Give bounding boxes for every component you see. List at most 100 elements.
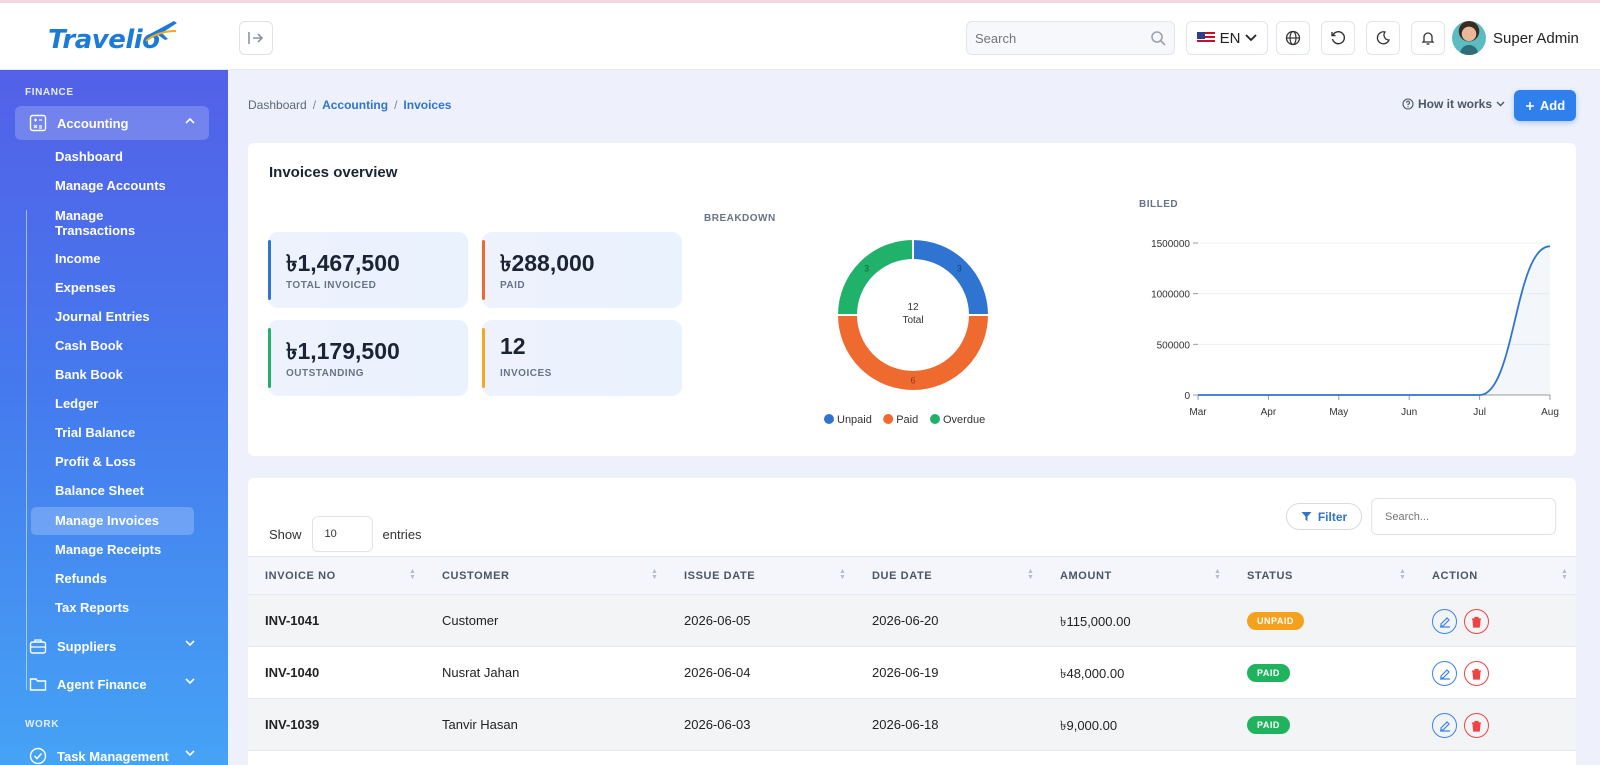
donut-slice-unpaid[interactable] [912, 237, 991, 316]
global-search[interactable] [966, 21, 1175, 55]
billed-label: BILLED [1139, 199, 1179, 210]
table-row: INV-1041 Customer 2026-06-05 2026-06-20 … [248, 595, 1576, 647]
stat-value: 12 [500, 333, 526, 359]
donut-slice-paid[interactable] [835, 314, 991, 392]
add-button[interactable]: Add [1514, 90, 1576, 121]
chevron-down-icon [185, 750, 195, 757]
trash-icon [1472, 668, 1481, 680]
col-status[interactable]: STATUS [1247, 570, 1293, 582]
col-action[interactable]: ACTION [1432, 570, 1478, 582]
table-search-input[interactable] [1371, 498, 1556, 535]
sidebar-sub-refunds[interactable]: Refunds [55, 571, 107, 586]
filter-label: Filter [1317, 509, 1348, 524]
sidebar-sub-label: Manage [55, 208, 104, 223]
sidebar-toggle-button[interactable] [239, 21, 273, 55]
sidebar-item-task-management[interactable]: Task Management [15, 739, 209, 765]
stat-value: ৳288,000 [500, 250, 595, 276]
language-selector[interactable]: EN [1186, 21, 1268, 55]
sort-icon[interactable]: ▲ ▼ [1561, 568, 1568, 581]
breadcrumb-parent[interactable]: Accounting [322, 98, 389, 112]
sidebar-sub-expenses[interactable]: Expenses [55, 280, 116, 295]
sort-icon[interactable]: ▲ ▼ [1027, 568, 1034, 581]
sidebar-sub-trial-balance[interactable]: Trial Balance [55, 425, 136, 440]
status-badge: UNPAID [1247, 612, 1304, 630]
filter-button[interactable]: Filter [1286, 503, 1362, 530]
col-amount[interactable]: AMOUNT [1060, 570, 1112, 582]
globe-icon [1285, 30, 1301, 46]
stat-accent [268, 328, 271, 388]
sort-icon[interactable]: ▲ ▼ [651, 568, 658, 581]
delete-button[interactable] [1464, 609, 1489, 634]
globe-button[interactable] [1276, 21, 1310, 55]
edit-button[interactable] [1432, 609, 1457, 634]
col-due-date[interactable]: DUE DATE [872, 570, 933, 582]
sidebar-item-label: Task Management [57, 748, 169, 764]
sort-icon[interactable]: ▲ ▼ [839, 568, 846, 581]
breadcrumb-root[interactable]: Dashboard [248, 98, 307, 112]
trash-icon [1472, 616, 1481, 628]
notifications-button[interactable] [1411, 21, 1445, 55]
sidebar-sub-bank-book[interactable]: Bank Book [55, 367, 123, 382]
stat-outstanding: ৳1,179,500 OUTSTANDING [268, 320, 468, 396]
sidebar-sub-dashboard[interactable]: Dashboard [55, 149, 123, 164]
col-invoice-no[interactable]: INVOICE NO [265, 570, 336, 582]
cell-amount: ৳9,000.00 [1060, 718, 1118, 733]
sidebar-sub-profit-loss[interactable]: Profit & Loss [55, 454, 136, 469]
sidebar-item-suppliers[interactable]: Suppliers [15, 629, 209, 663]
cell-due-date: 2026-06-19 [872, 665, 939, 680]
sidebar-sub-cash-book[interactable]: Cash Book [55, 338, 123, 353]
stat-label: PAID [500, 280, 526, 291]
plane-icon [145, 21, 177, 42]
legend-item[interactable]: Unpaid [837, 414, 872, 426]
sidebar-sub-balance-sheet[interactable]: Balance Sheet [55, 483, 144, 498]
donut-slice-overdue[interactable] [835, 237, 914, 316]
sidebar-sub-manage-invoices[interactable]: Manage Invoices [31, 507, 194, 535]
sidebar-sub-income[interactable]: Income [55, 251, 101, 266]
sidebar-sub-manage-accounts[interactable]: Manage Accounts [55, 178, 166, 193]
cell-customer: Customer [442, 613, 499, 628]
chevron-down-icon [1245, 34, 1258, 42]
delete-button[interactable] [1464, 661, 1489, 686]
y-tick-label: 0 [1184, 391, 1190, 402]
cell-invoice-no: INV-1039 [265, 717, 320, 732]
entries-control: Show entries [269, 516, 422, 552]
legend-item[interactable]: Paid [896, 414, 918, 426]
avatar [1452, 21, 1486, 55]
sidebar-sub-journal-entries[interactable]: Journal Entries [55, 309, 150, 324]
search-icon [1151, 31, 1166, 46]
col-issue-date[interactable]: ISSUE DATE [684, 570, 756, 582]
chevron-down-icon [1496, 101, 1505, 107]
y-tick-label: 1500000 [1151, 239, 1190, 250]
brand-logo[interactable]: Travelio [48, 17, 178, 59]
user-menu[interactable]: Super Admin [1452, 21, 1579, 55]
chevron-down-icon [185, 678, 195, 685]
entries-per-page-input[interactable] [311, 516, 373, 552]
sidebar-sub-manage-receipts[interactable]: Manage Receipts [55, 542, 162, 557]
stat-paid: ৳288,000 PAID [482, 232, 682, 308]
cell-amount: ৳48,000.00 [1060, 666, 1125, 681]
theme-toggle-button[interactable] [1366, 21, 1400, 55]
sidebar-sub-manage-transactions[interactable]: Manage Transactions [31, 208, 194, 238]
legend-item[interactable]: Overdue [943, 414, 985, 426]
sidebar-item-label: Suppliers [57, 638, 117, 654]
cell-issue-date: 2026-06-03 [684, 717, 751, 732]
global-search-input[interactable] [967, 22, 1137, 54]
billed-series-line[interactable] [1198, 245, 1551, 396]
stat-accent [482, 328, 485, 388]
sidebar-item-label: Agent Finance [57, 676, 147, 692]
sidebar-item-accounting[interactable]: Accounting [15, 106, 209, 140]
edit-icon [1439, 668, 1450, 680]
cell-due-date: 2026-06-18 [872, 717, 939, 732]
col-customer[interactable]: CUSTOMER [442, 570, 510, 582]
sidebar-sub-ledger[interactable]: Ledger [55, 396, 99, 411]
sidebar-item-agent-finance[interactable]: Agent Finance [15, 667, 209, 701]
edit-button[interactable] [1432, 661, 1457, 686]
edit-button[interactable] [1432, 713, 1457, 738]
refresh-button[interactable] [1321, 21, 1355, 55]
sort-icon[interactable]: ▲ ▼ [409, 568, 416, 581]
delete-button[interactable] [1464, 713, 1489, 738]
sort-icon[interactable]: ▲ ▼ [1214, 568, 1221, 581]
sort-icon[interactable]: ▲ ▼ [1399, 568, 1406, 581]
how-it-works-button[interactable]: How it works [1402, 97, 1505, 111]
sidebar-sub-tax-reports[interactable]: Tax Reports [55, 600, 130, 615]
